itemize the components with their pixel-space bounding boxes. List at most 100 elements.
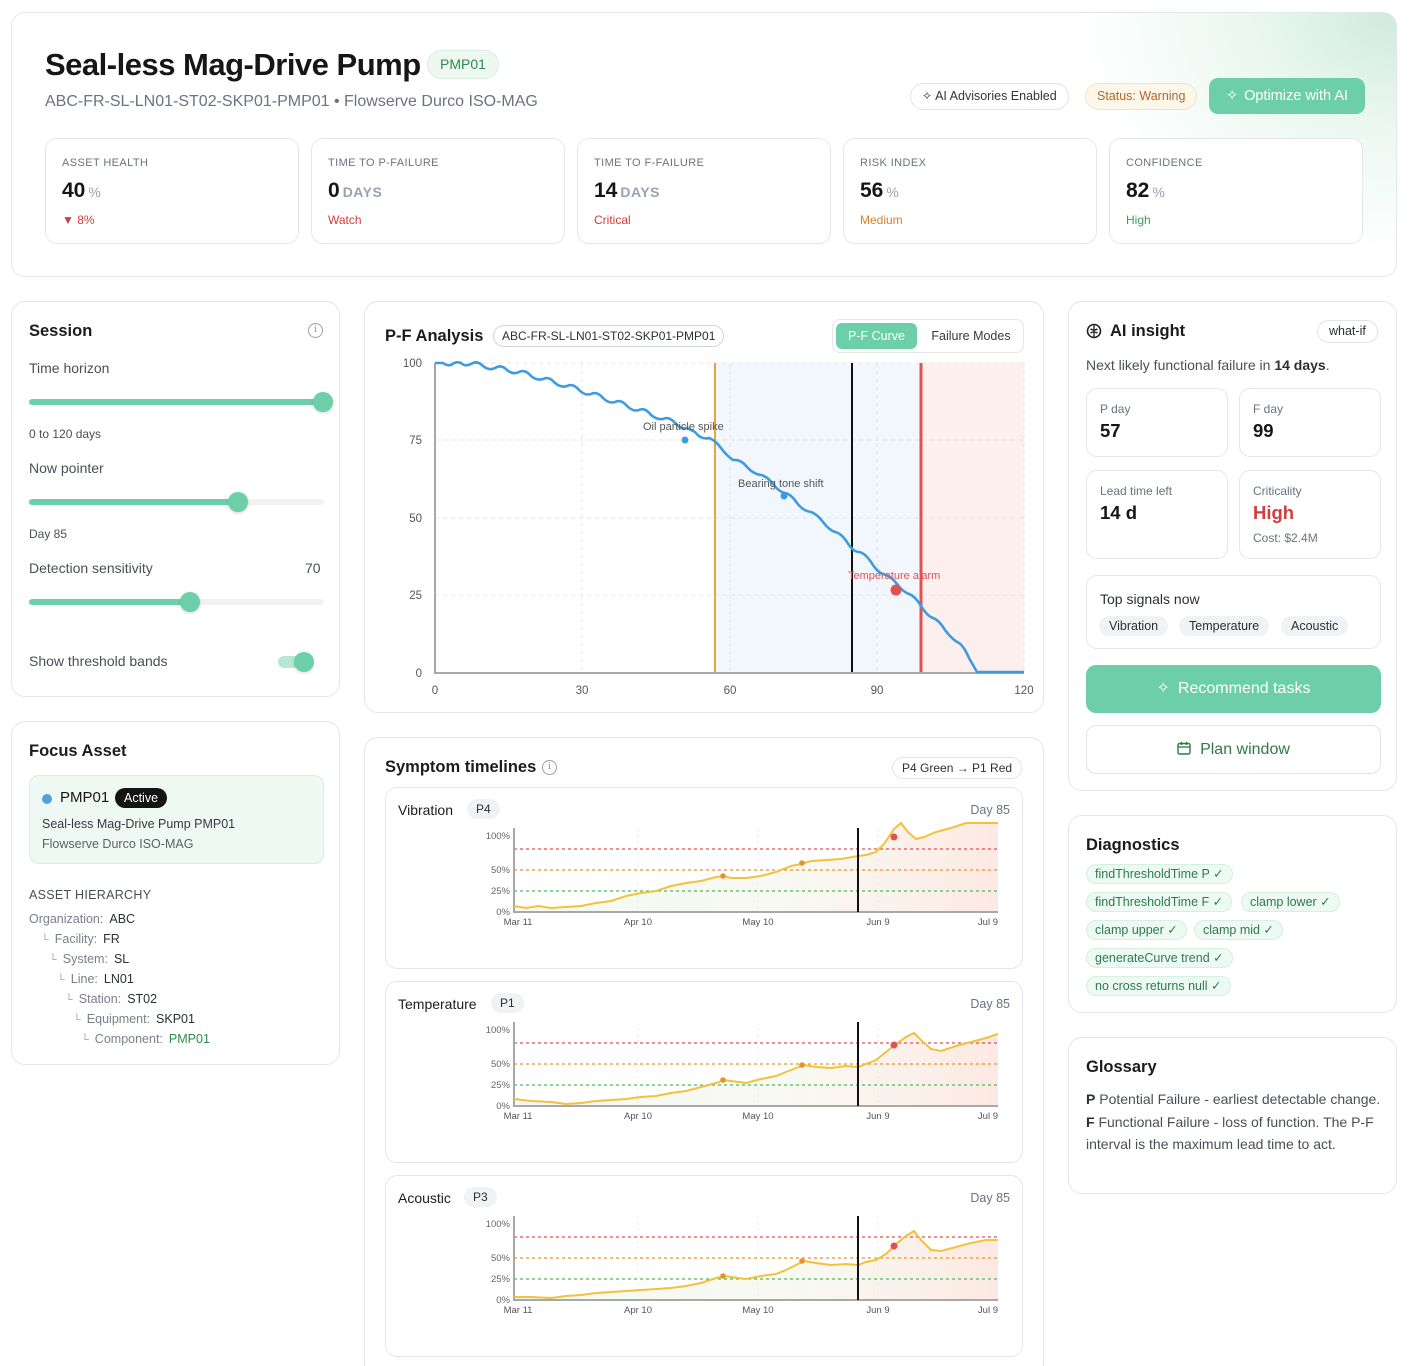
- priority-badge: P1: [491, 993, 524, 1013]
- vibration-timeline-chart[interactable]: 100% 50% 25% 0% Mar 11 Apr 10 May 10 Jun 9 Jul …: [386, 788, 1024, 970]
- time-horizon-label: Time horizon: [29, 360, 110, 376]
- session-panel: Session i Time horizon 0 to 120 days Now…: [11, 301, 340, 697]
- focus-asset-card[interactable]: PMP01 Active Seal-less Mag-Drive Pump PM…: [29, 775, 324, 864]
- svg-text:0: 0: [416, 668, 422, 680]
- svg-text:100: 100: [403, 358, 422, 370]
- timeline-card-vibration: Vibration P4 Day 85 100% 50% 25% 0% M: [385, 787, 1023, 969]
- page-title: Seal-less Mag-Drive Pump: [45, 47, 421, 82]
- svg-text:May 10: May 10: [742, 1305, 773, 1316]
- diagnostic-check: findThresholdTime F ✓: [1086, 892, 1233, 912]
- svg-text:May 10: May 10: [742, 917, 773, 928]
- svg-text:Jul 9: Jul 9: [978, 1305, 998, 1316]
- timeline-card-temperature: Temperature P1 Day 85 100% 50% 25% 0% Mar 1…: [385, 981, 1023, 1163]
- session-title: Session: [29, 322, 93, 340]
- svg-text:Mar 11: Mar 11: [504, 1111, 533, 1122]
- recommend-tasks-button[interactable]: ✧ Recommend tasks: [1086, 665, 1381, 713]
- slider-thumb[interactable]: [313, 392, 333, 412]
- kpi-time-to-f-failure: TIME TO F-FAILURE 14 DAYS Critical: [577, 138, 831, 244]
- svg-text:0%: 0%: [496, 1295, 510, 1306]
- acoustic-timeline-chart[interactable]: 100% 50% 25% 0% Mar 11 Apr 10 May 10 Jun 9 Jul …: [386, 1176, 1024, 1358]
- svg-text:100%: 100%: [486, 831, 511, 842]
- svg-text:Jun 9: Jun 9: [866, 1305, 889, 1316]
- svg-text:Mar 11: Mar 11: [504, 917, 533, 928]
- hierarchy-row[interactable]: └ System: SL: [49, 952, 130, 966]
- kpi-confidence: CONFIDENCE 82% High: [1109, 138, 1363, 244]
- info-icon[interactable]: i: [308, 323, 323, 338]
- what-if-button[interactable]: what-if: [1317, 320, 1378, 343]
- svg-text:Bearing tone shift: Bearing tone shift: [738, 478, 824, 490]
- diagnostic-check: clamp lower ✓: [1241, 892, 1340, 912]
- svg-text:Jul 9: Jul 9: [978, 1111, 998, 1122]
- kpi-asset-health: ASSET HEALTH 40% ▼ 8%: [45, 138, 299, 244]
- signal-chip-vibration[interactable]: Vibration: [1099, 616, 1169, 636]
- diagnostic-check: no cross returns null ✓: [1086, 976, 1231, 996]
- optimize-with-ai-button[interactable]: ✧ Optimize with AI: [1209, 78, 1365, 114]
- hierarchy-row[interactable]: └ Facility: FR: [41, 932, 120, 946]
- svg-text:100%: 100%: [486, 1219, 511, 1230]
- now-pointer-slider[interactable]: [29, 492, 324, 512]
- detection-sensitivity-slider[interactable]: [29, 592, 324, 612]
- glossary-title: Glossary: [1086, 1058, 1157, 1076]
- status-badge: Status: Warning: [1085, 83, 1198, 110]
- signal-chip-acoustic[interactable]: Acoustic: [1281, 616, 1349, 636]
- temperature-timeline-chart[interactable]: 100% 50% 25% 0% Mar 11 Apr 10 May 10 Jun 9 Jul …: [386, 982, 1024, 1164]
- pf-curve-chart[interactable]: 100 75 50 25 0 0 30 60 90 120 Oil particle spike…: [365, 302, 1045, 714]
- focus-asset-panel: Focus Asset PMP01 Active Seal-less Mag-D…: [11, 721, 340, 1065]
- svg-text:60: 60: [724, 685, 737, 697]
- focus-asset-model: Flowserve Durco ISO-MAG: [42, 837, 194, 851]
- slider-thumb[interactable]: [180, 592, 200, 612]
- diagnostic-check: findThresholdTime P ✓: [1086, 864, 1233, 884]
- kpi-time-to-p-failure: TIME TO P-FAILURE 0 DAYS Watch: [311, 138, 565, 244]
- asset-id-pill: PMP01: [427, 50, 499, 79]
- svg-text:Apr 10: Apr 10: [624, 917, 652, 928]
- tab-pf-curve[interactable]: P-F Curve: [836, 323, 917, 349]
- slider-thumb[interactable]: [228, 492, 248, 512]
- timeline-card-acoustic: Acoustic P3 Day 85 100% 50% 25% 0% Mar 11 Ap…: [385, 1175, 1023, 1357]
- svg-text:120: 120: [1014, 685, 1033, 697]
- svg-text:90: 90: [871, 685, 884, 697]
- symptom-timelines-panel: Symptom timelines i P4 Green → P1 Red Vi…: [364, 737, 1044, 1366]
- sparkle-icon: ✧: [1156, 680, 1170, 697]
- symptom-timelines-title: Symptom timelines: [385, 758, 537, 776]
- priority-badge: P3: [464, 1187, 497, 1207]
- threshold-bands-toggle[interactable]: [278, 652, 315, 672]
- time-horizon-slider[interactable]: [29, 392, 333, 412]
- plan-window-button[interactable]: Plan window: [1086, 725, 1381, 774]
- diagnostics-title: Diagnostics: [1086, 836, 1180, 854]
- time-horizon-caption: 0 to 120 days: [29, 427, 102, 441]
- signal-chip-temperature[interactable]: Temperature: [1179, 616, 1270, 636]
- asset-header: Seal-less Mag-Drive Pump PMP01 ABC-FR-SL…: [11, 12, 1397, 277]
- svg-text:Jul 9: Jul 9: [978, 917, 998, 928]
- now-pointer-label: Now pointer: [29, 460, 104, 476]
- svg-text:May 10: May 10: [742, 1111, 773, 1122]
- hierarchy-row[interactable]: └ Equipment: SKP01: [73, 1012, 195, 1026]
- hierarchy-row[interactable]: Organization: ABC: [29, 912, 136, 926]
- asset-subtitle: ABC-FR-SL-LN01-ST02-SKP01-PMP01 • Flowse…: [45, 93, 538, 110]
- view-toggle: P-F Curve Failure Modes: [832, 319, 1024, 353]
- hierarchy-row[interactable]: └ Station: ST02: [65, 992, 158, 1006]
- status-dot-icon: [42, 794, 52, 804]
- ai-advisories-chip[interactable]: ✧ AI Advisories Enabled: [910, 83, 1069, 110]
- hierarchy-row[interactable]: └ Line: LN01: [57, 972, 134, 986]
- svg-text:Mar 11: Mar 11: [504, 1305, 533, 1316]
- sensitivity-label: Detection sensitivity: [29, 560, 153, 576]
- sparkle-icon: ✧: [1225, 88, 1239, 104]
- hierarchy-row[interactable]: └ Component: PMP01: [81, 1032, 210, 1046]
- glossary-text: P Potential Failure - earliest detectabl…: [1086, 1091, 1381, 1152]
- ai-summary: Next likely functional failure in 14 day…: [1086, 357, 1330, 373]
- info-icon[interactable]: i: [542, 760, 557, 775]
- tab-failure-modes[interactable]: Failure Modes: [931, 329, 1011, 343]
- svg-text:50%: 50%: [491, 1253, 511, 1264]
- asset-path-pill: ABC-FR-SL-LN01-ST02-SKP01-PMP01: [493, 325, 725, 347]
- f-day-stat: F day 99: [1239, 388, 1381, 457]
- brain-icon: [1086, 323, 1102, 339]
- hierarchy-title: ASSET HIERARCHY: [29, 888, 152, 902]
- glossary-panel: Glossary P Potential Failure - earliest …: [1068, 1037, 1397, 1194]
- diagnostic-check: generateCurve trend ✓: [1086, 948, 1233, 968]
- ai-insight-panel: AI insight what-if Next likely functiona…: [1068, 301, 1397, 791]
- lead-time-stat: Lead time left 14 d: [1086, 470, 1228, 559]
- criticality-stat: Criticality High Cost: $2.4M: [1239, 470, 1381, 559]
- sparkle-icon: ✧: [922, 89, 933, 103]
- pf-analysis-title: P-F Analysis: [385, 327, 484, 345]
- focus-asset-id: PMP01: [60, 789, 110, 806]
